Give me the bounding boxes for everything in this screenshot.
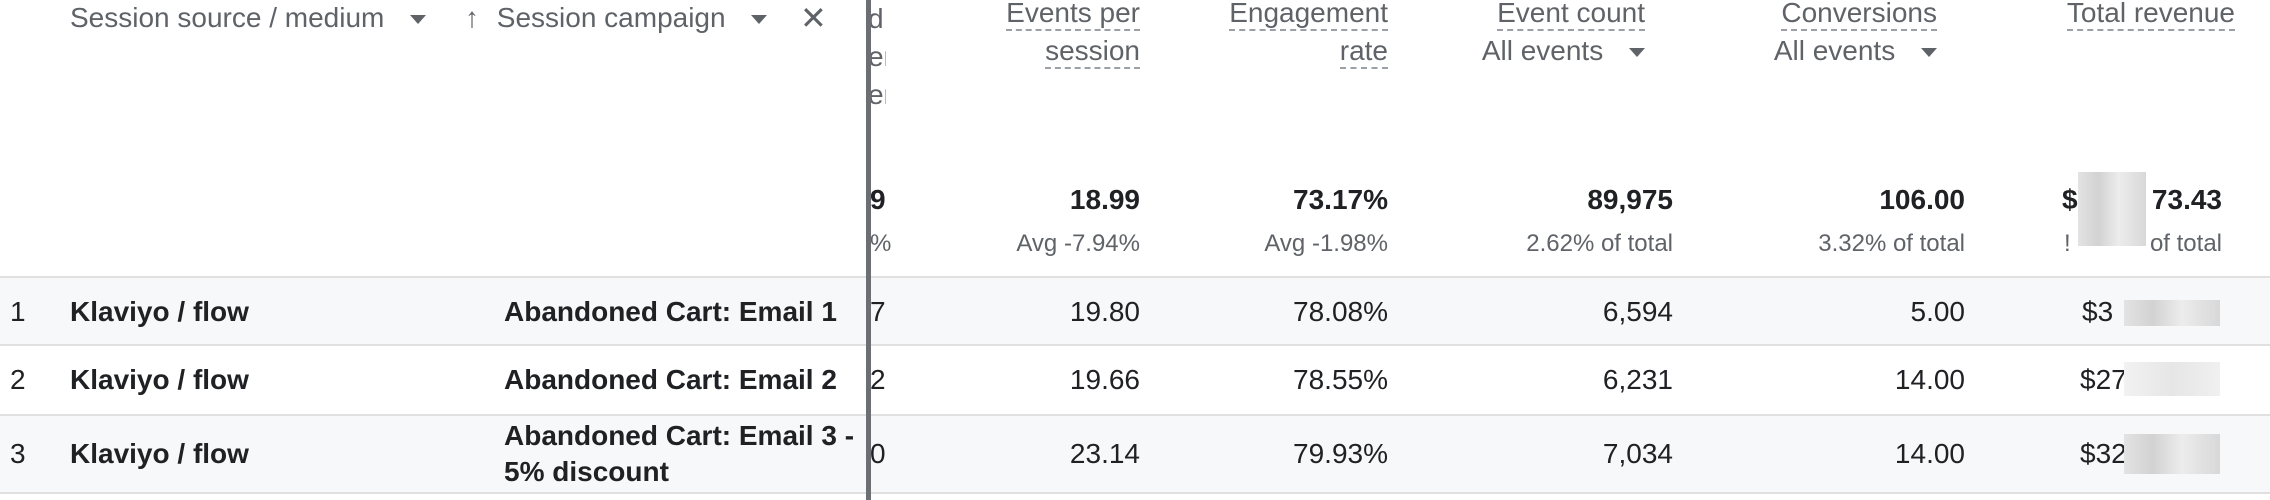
events-per-session-label-1: Events per [1006,0,1140,31]
partial-total-value: 9 [870,184,886,215]
conversions-total: 106.00 [1879,184,1965,215]
engagement-rate-total-sub: Avg -1.98% [1264,230,1388,257]
total-revenue-label: Total revenue [2066,0,2235,31]
event-count-header[interactable]: Event count All events [1482,0,1645,70]
frozen-column-divider[interactable] [866,0,871,500]
events-per-session-total-sub: Avg -7.94% [1016,230,1140,257]
revenue-cell: $32 [2080,438,2127,469]
table-row[interactable]: 1 Klaviyo / flow Abandoned Cart: Email 1… [0,276,2270,346]
event-count-filter[interactable]: All events [1482,32,1645,70]
session-campaign-header[interactable]: ↑ Session campaign [465,0,768,36]
redacted-revenue-blur [2124,362,2220,396]
total-revenue-total-prefix: $ [2062,184,2078,215]
conversions-cell: 14.00 [1894,364,1965,395]
events-per-session-header[interactable]: Events per session [1006,0,1140,70]
event-count-cell: 6,231 [1602,364,1673,395]
engagement-rate-cell: 78.08% [1293,296,1388,327]
partial-header-line: d [868,3,884,34]
engagement-rate-header[interactable]: Engagement rate [1229,0,1388,70]
event-count-cell: 6,594 [1602,296,1673,327]
engagement-rate-cell: 78.55% [1293,364,1388,395]
redacted-revenue-blur [2078,172,2146,246]
sort-ascending-icon[interactable]: ↑ [465,2,479,33]
conversions-label: Conversions [1781,0,1937,31]
table-row[interactable]: 3 Klaviyo / flow Abandoned Cart: Email 3… [0,416,2270,494]
partial-total-sub: % [870,230,892,257]
total-revenue-sub-prefix: ! [2064,230,2071,257]
campaign-cell[interactable]: Abandoned Cart: Email 2 [504,364,837,395]
campaign-line-2: 5% discount [504,456,669,487]
revenue-cell: $27 [2080,364,2127,395]
source-medium-cell[interactable]: Klaviyo / flow [70,438,249,469]
redacted-revenue-blur [2124,434,2220,474]
partial-cell: 0 [870,438,886,469]
conversions-header[interactable]: Conversions All events [1774,0,1937,70]
chevron-down-icon[interactable] [751,15,768,25]
source-medium-label: Session source / medium [70,2,385,33]
campaign-line-1: Abandoned Cart: Email 3 - [504,420,855,451]
redacted-revenue-blur [2124,300,2220,326]
engagement-rate-label-1: Engagement [1229,0,1388,31]
partial-header-line: er [868,79,886,110]
chevron-down-icon[interactable] [410,15,427,25]
events-per-session-cell: 19.80 [1069,296,1140,327]
conversions-cell: 5.00 [1910,296,1966,327]
row-number: 2 [10,364,26,395]
event-count-cell: 7,034 [1602,438,1673,469]
partial-cell: 7 [870,296,886,327]
source-medium-cell[interactable]: Klaviyo / flow [70,296,249,327]
engagement-rate-total: 73.17% [1293,184,1388,215]
partial-header-line: er [868,41,886,72]
table-row[interactable]: 2 Klaviyo / flow Abandoned Cart: Email 2… [0,346,2270,416]
events-per-session-cell: 23.14 [1069,438,1140,469]
chevron-down-icon[interactable] [1629,48,1645,58]
events-per-session-total: 18.99 [1069,184,1140,215]
row-number: 3 [10,438,26,469]
events-per-session-cell: 19.66 [1069,364,1140,395]
row-number: 1 [10,296,26,327]
conversions-cell: 14.00 [1894,438,1965,469]
event-count-label: Event count [1497,0,1645,31]
source-medium-cell[interactable]: Klaviyo / flow [70,364,249,395]
chevron-down-icon[interactable] [1921,48,1937,58]
engagement-rate-cell: 79.93% [1293,438,1388,469]
session-campaign-label: Session campaign [496,2,726,33]
source-medium-header[interactable]: Session source / medium [70,0,427,36]
engagement-rate-label-2: rate [1339,35,1388,69]
events-per-session-label-2: session [1045,35,1140,69]
close-icon[interactable]: ✕ [800,0,827,36]
campaign-cell[interactable]: Abandoned Cart: Email 3 - 5% discount [504,418,854,490]
total-revenue-sub-suffix: of total [2149,230,2222,257]
event-count-total: 89,975 [1587,184,1673,215]
partial-cell: 2 [870,364,886,395]
event-count-filter-label: All events [1481,35,1604,66]
conversions-filter-label: All events [1773,35,1896,66]
total-revenue-header[interactable]: Total revenue [2066,0,2235,32]
revenue-cell: $3 [2082,296,2114,327]
event-count-total-sub: 2.62% of total [1526,230,1673,257]
total-revenue-total-suffix: 73.43 [2151,184,2222,215]
conversions-filter[interactable]: All events [1774,32,1937,70]
campaign-cell[interactable]: Abandoned Cart: Email 1 [504,296,837,327]
conversions-total-sub: 3.32% of total [1818,230,1965,257]
